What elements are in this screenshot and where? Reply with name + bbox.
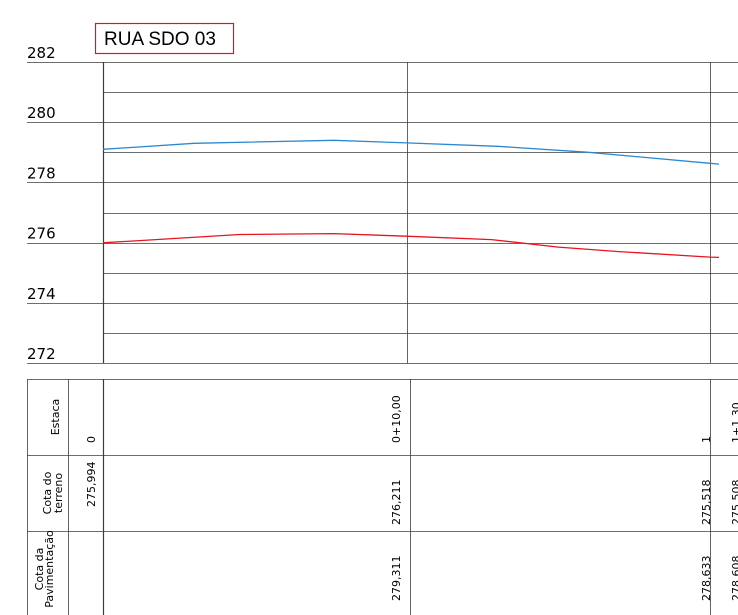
y-tick-label: 272 <box>27 345 56 363</box>
table-row-label: Pavimentação <box>43 530 56 608</box>
y-tick-label: 278 <box>27 164 56 182</box>
table-cell-value: 279,311 <box>390 556 403 602</box>
table-cell-value: 275,994 <box>85 462 98 508</box>
table-row-label: terreno <box>52 473 65 513</box>
table-cell-value: 278,633 <box>700 556 713 602</box>
table-cell-value: 0 <box>85 436 98 443</box>
table-row-label: Cota da <box>33 548 46 591</box>
table-row-label: Estaca <box>49 399 62 436</box>
y-tick-label: 276 <box>27 225 56 243</box>
table-cell-value: 1+1,30 <box>730 402 738 443</box>
table-row-label: Cota do <box>41 471 54 514</box>
title-text: RUA SDO 03 <box>104 29 216 50</box>
profile-grid <box>27 62 738 364</box>
table-cell-value: 0+10,00 <box>390 395 403 443</box>
elevation-axis: 282 280 278 276 274 272 <box>27 44 56 363</box>
profile-series <box>102 139 720 259</box>
table-cell-value: 1 <box>700 436 713 443</box>
title-frame <box>94 22 235 55</box>
table-cell-value: 275,508 <box>730 480 738 526</box>
drawing-title: RUA SDO 03 <box>94 22 235 55</box>
series-line-terreno <box>102 232 720 259</box>
y-tick-label: 280 <box>27 104 56 122</box>
y-tick-label: 282 <box>27 44 56 62</box>
y-tick-label: 274 <box>27 285 56 303</box>
table-cell-value: 275,518 <box>700 480 713 526</box>
series-line-pavimentacao <box>102 139 720 165</box>
table-cell-value: 278,608 <box>730 556 738 602</box>
table-cell-value: 276,211 <box>390 480 403 526</box>
